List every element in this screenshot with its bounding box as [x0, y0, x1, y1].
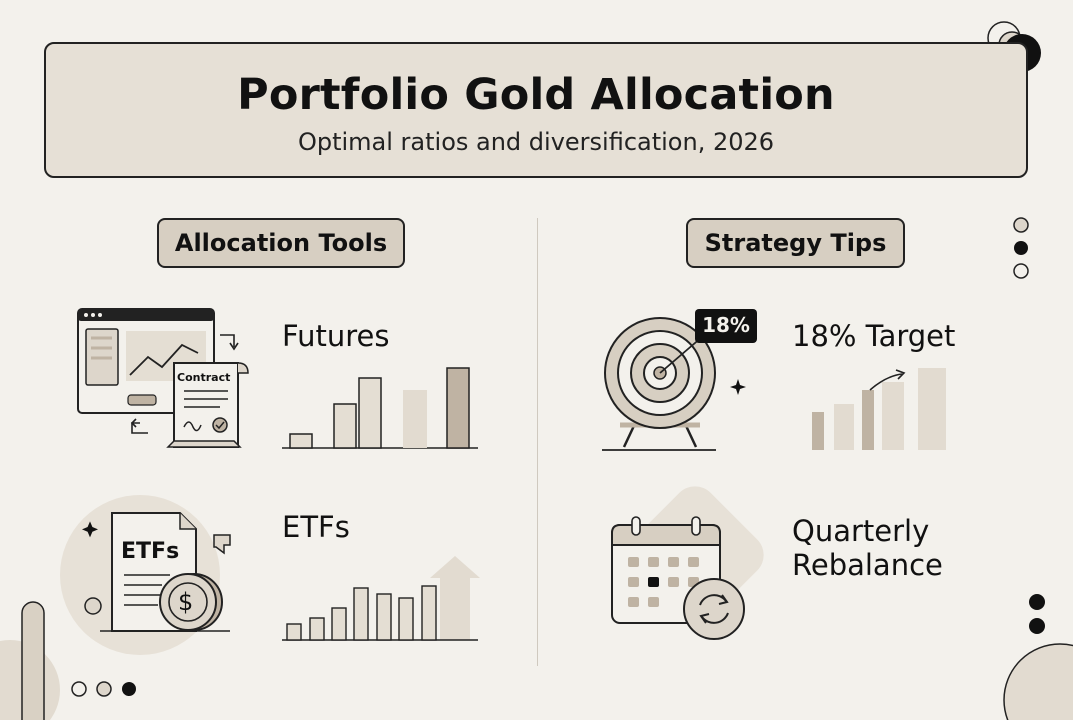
rebalance-label-line1: Quarterly [792, 514, 930, 548]
target-bar-graphic [812, 368, 946, 450]
dollar-coin-icon [159, 573, 223, 631]
target-icon [602, 309, 757, 451]
header-banner: Portfolio Gold Allocation Optimal ratios… [44, 42, 1028, 178]
contract-icon [166, 362, 249, 448]
column-divider [537, 218, 538, 666]
etf-doc-text: ETFs [121, 539, 180, 564]
target-label: 18% Target [792, 319, 956, 353]
page-title: Portfolio Gold Allocation [237, 70, 835, 120]
coin-dollar-symbol: $ [178, 588, 194, 616]
rebalance-label-line2: Rebalance [792, 548, 943, 582]
etfs-bar-graphic [282, 556, 480, 641]
calendar-sync-icon [611, 516, 745, 640]
section-title-allocation-tools: Allocation Tools [157, 218, 405, 268]
target-badge: 18% [702, 313, 750, 337]
futures-bar-graphic [282, 367, 478, 449]
contract-text: Contract [177, 371, 231, 384]
section-title-strategy-tips: Strategy Tips [686, 218, 905, 268]
futures-label: Futures [282, 319, 390, 353]
page-subtitle: Optimal ratios and diversification, 2026 [297, 128, 775, 156]
etfs-label: ETFs [282, 510, 350, 544]
